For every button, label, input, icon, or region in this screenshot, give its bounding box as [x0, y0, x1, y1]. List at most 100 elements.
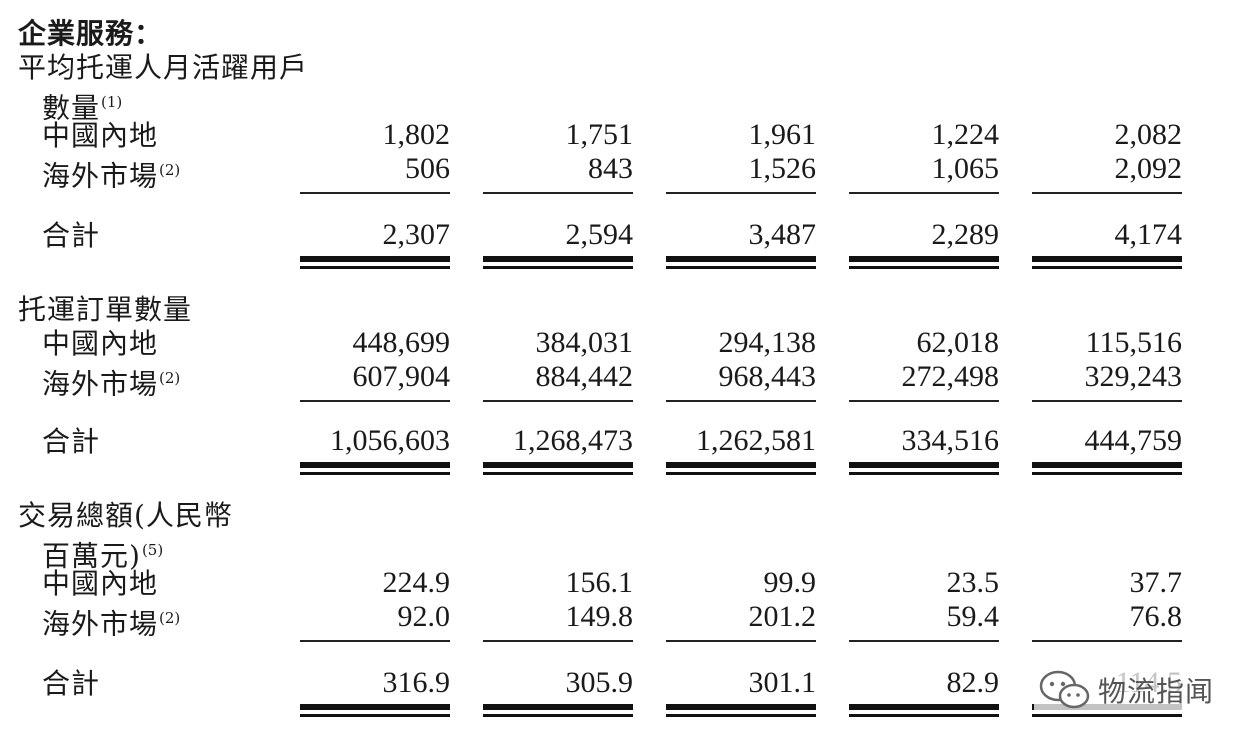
row-label: 中國內地 [42, 327, 159, 360]
watermark-text: 物流指闻 [1098, 675, 1215, 708]
total-double-rule [300, 714, 450, 717]
table-cell: 329,243 [1084, 360, 1183, 393]
total-double-rule [300, 256, 450, 262]
total-double-rule [849, 472, 999, 475]
subtotal-rule [300, 192, 450, 194]
total-double-rule [1032, 256, 1182, 262]
total-double-rule [300, 472, 450, 475]
section-heading: 企業服務： [18, 17, 164, 50]
table-cell: 843 [588, 152, 633, 185]
subtotal-rule [849, 192, 999, 194]
total-double-rule [300, 266, 450, 269]
total-double-rule [666, 462, 816, 468]
table-cell: 607,904 [352, 360, 451, 393]
total-double-rule [666, 256, 816, 262]
total-double-rule [666, 266, 816, 269]
table-cell: 1,065 [931, 152, 1000, 185]
subtotal-rule [666, 640, 816, 642]
table-cell: 62,018 [916, 326, 1000, 359]
total-cell: 301.1 [748, 666, 817, 699]
subtotal-rule [1032, 400, 1182, 402]
total-double-rule [666, 714, 816, 717]
subtotal-rule [483, 400, 633, 402]
section-1-title-cont: 數量(1) [42, 91, 123, 125]
row-label: 海外市場(2) [42, 367, 181, 401]
total-label: 合計 [42, 219, 101, 252]
table-cell: 115,516 [1085, 326, 1182, 359]
table-cell: 1,526 [748, 152, 817, 185]
table-cell: 99.9 [763, 566, 817, 599]
subtotal-rule [666, 192, 816, 194]
footnote-marker: (2) [159, 369, 181, 387]
table-cell: 224.9 [382, 566, 451, 599]
total-double-rule [483, 256, 633, 262]
total-double-rule [1032, 462, 1182, 468]
section-1-title: 平均托運人月活躍用戶 [18, 51, 309, 84]
total-double-rule [849, 462, 999, 468]
row-label: 中國內地 [42, 567, 159, 600]
total-double-rule [300, 704, 450, 710]
wechat-icon [1039, 670, 1090, 709]
total-double-rule [483, 462, 633, 468]
footnote-marker: (2) [159, 161, 181, 179]
subtotal-rule [300, 640, 450, 642]
total-cell: 316.9 [382, 666, 451, 699]
table-cell: 37.7 [1129, 566, 1183, 599]
table-cell: 149.8 [565, 600, 634, 633]
total-double-rule [666, 472, 816, 475]
watermark: 物流指闻 [1034, 668, 1221, 712]
subtotal-rule [849, 640, 999, 642]
row-label: 中國內地 [42, 119, 159, 152]
table-cell: 2,092 [1114, 152, 1183, 185]
total-cell: 2,289 [931, 218, 1000, 251]
subtotal-rule [1032, 640, 1182, 642]
row-label: 海外市場(2) [42, 159, 181, 193]
total-double-rule [849, 266, 999, 269]
total-double-rule [300, 462, 450, 468]
total-cell: 1,268,473 [513, 424, 633, 457]
total-double-rule [1032, 472, 1182, 475]
table-cell: 294,138 [718, 326, 817, 359]
table-cell: 156.1 [565, 566, 634, 599]
table-cell: 2,082 [1114, 118, 1183, 151]
table-cell: 23.5 [946, 566, 1000, 599]
total-double-rule [483, 714, 633, 717]
subtotal-rule [300, 400, 450, 402]
table-cell: 506 [405, 152, 450, 185]
total-label: 合計 [42, 667, 101, 700]
subtotal-rule [483, 640, 633, 642]
total-cell: 334,516 [901, 424, 1000, 457]
total-cell: 444,759 [1084, 424, 1183, 457]
footnote-marker: (5) [141, 541, 164, 559]
subtotal-rule [1032, 192, 1182, 194]
total-double-rule [1032, 714, 1182, 717]
total-double-rule [1032, 266, 1182, 269]
subtotal-rule [666, 400, 816, 402]
table-cell: 92.0 [397, 600, 451, 633]
total-double-rule [483, 472, 633, 475]
table-cell: 1,961 [748, 118, 817, 151]
footnote-marker: (1) [101, 93, 123, 111]
table-cell: 272,498 [901, 360, 1000, 393]
table-cell: 384,031 [535, 326, 634, 359]
section-3-title-cont: 百萬元)(5) [42, 539, 164, 573]
subtotal-rule [483, 192, 633, 194]
total-double-rule [849, 256, 999, 262]
total-double-rule [483, 704, 633, 710]
total-cell: 2,307 [382, 218, 451, 251]
section-2-title: 托運訂單數量 [18, 293, 193, 326]
footnote-marker: (2) [159, 609, 181, 627]
total-cell: 2,594 [565, 218, 634, 251]
table-cell: 201.2 [748, 600, 817, 633]
section-3-title: 交易總額(人民幣 [18, 499, 233, 532]
table-cell: 884,442 [535, 360, 634, 393]
total-cell: 4,174 [1114, 218, 1183, 251]
table-cell: 448,699 [352, 326, 451, 359]
table-cell: 1,802 [382, 118, 451, 151]
total-double-rule [666, 704, 816, 710]
table-cell: 59.4 [946, 600, 1000, 633]
total-cell: 1,056,603 [330, 424, 450, 457]
table-cell: 1,751 [565, 118, 634, 151]
table-cell: 76.8 [1129, 600, 1183, 633]
subtotal-rule [849, 400, 999, 402]
